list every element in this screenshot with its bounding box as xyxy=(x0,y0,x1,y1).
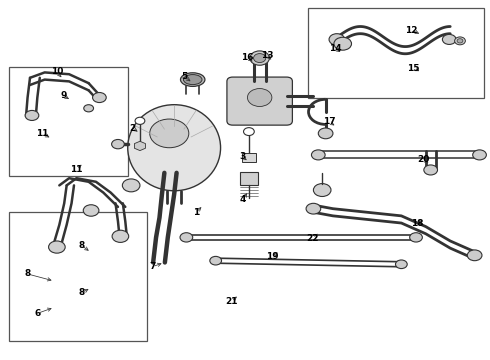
Text: 19: 19 xyxy=(266,252,278,261)
Circle shape xyxy=(314,184,331,197)
Ellipse shape xyxy=(183,75,202,85)
Text: 22: 22 xyxy=(306,234,318,243)
Ellipse shape xyxy=(455,37,466,45)
Text: 8: 8 xyxy=(24,269,31,278)
Text: 4: 4 xyxy=(240,195,246,204)
Bar xyxy=(240,172,258,185)
Text: 8: 8 xyxy=(78,241,84,250)
Text: 2: 2 xyxy=(129,123,136,132)
Text: 5: 5 xyxy=(181,72,187,81)
Circle shape xyxy=(112,230,129,242)
Text: 18: 18 xyxy=(411,219,423,228)
Ellipse shape xyxy=(250,51,270,65)
Circle shape xyxy=(244,128,254,135)
Text: 1: 1 xyxy=(193,208,199,217)
Circle shape xyxy=(442,35,456,44)
Circle shape xyxy=(424,165,438,175)
Text: 11: 11 xyxy=(70,165,83,174)
Text: 9: 9 xyxy=(60,91,67,100)
Circle shape xyxy=(318,128,333,139)
Text: 12: 12 xyxy=(405,26,417,35)
Circle shape xyxy=(135,117,145,125)
Text: 10: 10 xyxy=(50,67,63,76)
Text: 20: 20 xyxy=(417,155,430,164)
Text: 17: 17 xyxy=(323,117,335,126)
Circle shape xyxy=(25,111,39,121)
Circle shape xyxy=(122,179,140,192)
Circle shape xyxy=(49,241,65,253)
Circle shape xyxy=(306,203,321,214)
Ellipse shape xyxy=(180,73,205,86)
Text: 3: 3 xyxy=(240,152,245,161)
Circle shape xyxy=(410,233,422,242)
Circle shape xyxy=(112,139,124,149)
Text: 16: 16 xyxy=(241,53,254,62)
Bar xyxy=(9,67,128,176)
Circle shape xyxy=(329,34,344,45)
Circle shape xyxy=(334,37,351,50)
Bar xyxy=(308,8,485,98)
Text: 14: 14 xyxy=(329,44,342,53)
Text: 13: 13 xyxy=(261,51,273,60)
Text: 6: 6 xyxy=(34,309,41,318)
Text: 11: 11 xyxy=(36,129,49,138)
Circle shape xyxy=(467,250,482,261)
FancyBboxPatch shape xyxy=(227,77,293,125)
Text: 21: 21 xyxy=(225,297,238,306)
Circle shape xyxy=(473,150,487,160)
Bar xyxy=(9,212,147,341)
Bar xyxy=(242,153,256,162)
Circle shape xyxy=(84,105,94,112)
Circle shape xyxy=(93,93,106,103)
Ellipse shape xyxy=(150,119,189,148)
Text: 8: 8 xyxy=(78,288,84,297)
Ellipse shape xyxy=(247,89,272,107)
Circle shape xyxy=(395,260,407,269)
Ellipse shape xyxy=(253,54,266,63)
Circle shape xyxy=(312,150,325,160)
Ellipse shape xyxy=(457,39,463,43)
Circle shape xyxy=(210,256,221,265)
Circle shape xyxy=(83,205,99,216)
Ellipse shape xyxy=(128,105,220,191)
Polygon shape xyxy=(134,141,146,150)
Circle shape xyxy=(180,233,193,242)
Text: 15: 15 xyxy=(407,64,420,73)
Text: 7: 7 xyxy=(149,262,155,271)
